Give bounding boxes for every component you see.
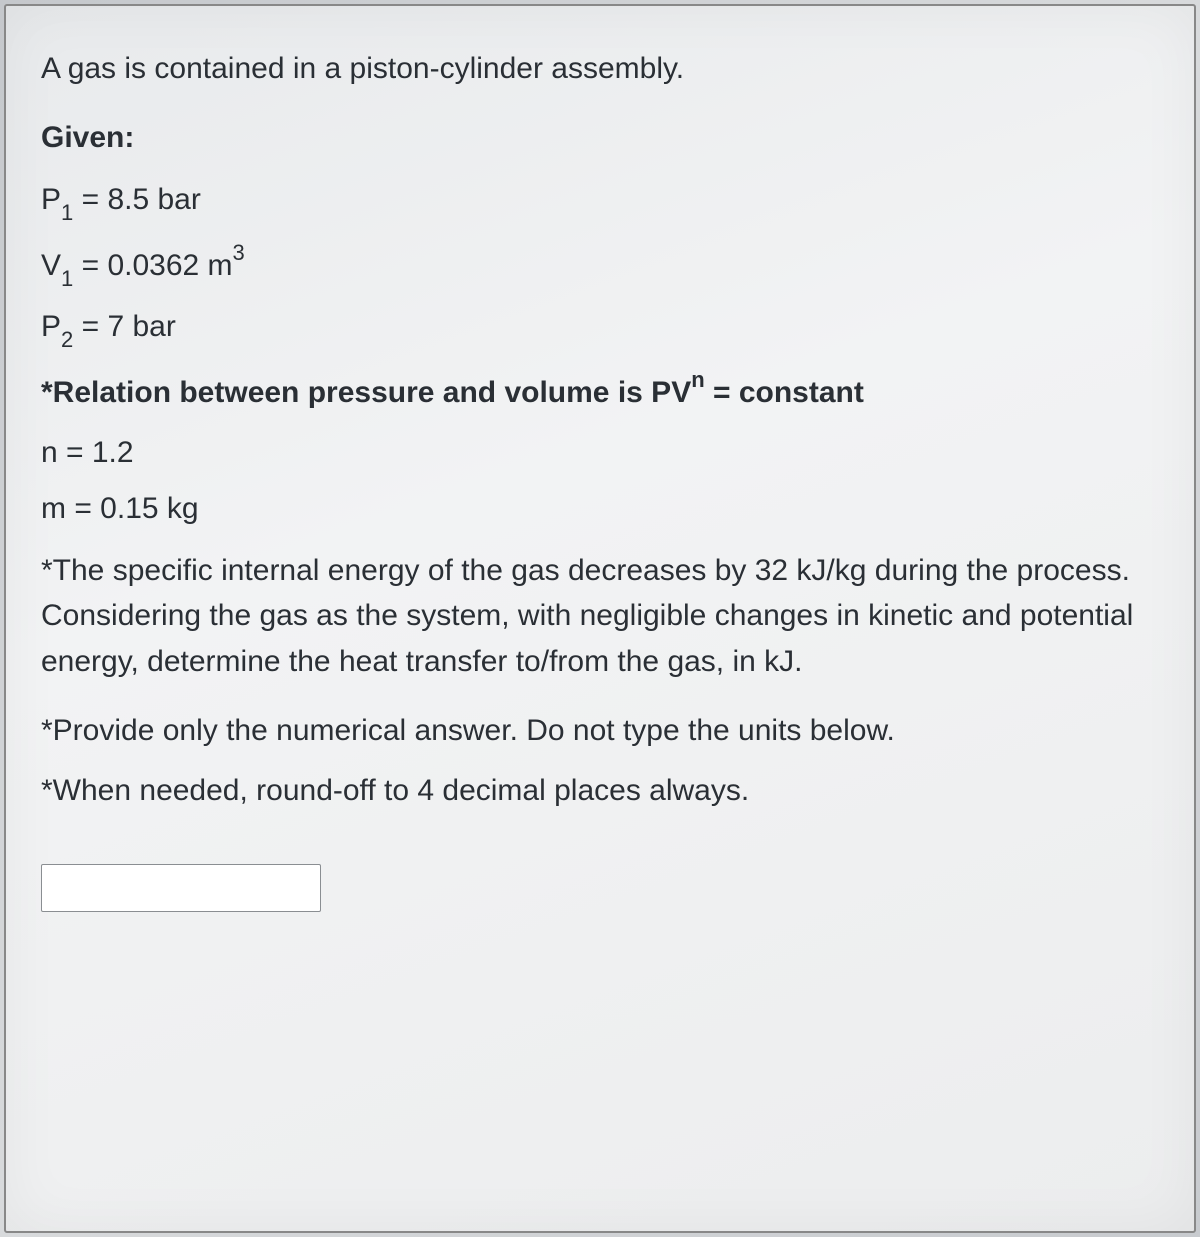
p1-subscript: 1 bbox=[61, 200, 73, 225]
instruction-rounding: *When needed, round-off to 4 decimal pla… bbox=[41, 774, 1159, 808]
given-label: Given: bbox=[41, 121, 1159, 155]
relation-statement: *Relation between pressure and volume is… bbox=[41, 371, 1159, 410]
v1-subscript: 1 bbox=[61, 266, 73, 291]
p2-subscript: 2 bbox=[61, 327, 73, 352]
answer-input[interactable] bbox=[41, 864, 321, 912]
relation-suffix: = constant bbox=[705, 376, 864, 409]
relation-prefix: *Relation between pressure and volume is… bbox=[41, 376, 691, 409]
v1-symbol: V bbox=[41, 249, 61, 282]
p1-value: = 8.5 bar bbox=[73, 183, 201, 216]
param-v1: V1 = 0.0362 m3 bbox=[41, 244, 1159, 288]
instruction-units: *Provide only the numerical answer. Do n… bbox=[41, 714, 1159, 748]
problem-description: *The specific internal energy of the gas… bbox=[41, 548, 1159, 685]
p2-symbol: P bbox=[41, 310, 61, 343]
v1-superscript: 3 bbox=[233, 240, 245, 265]
p2-value: = 7 bar bbox=[73, 310, 176, 343]
relation-superscript: n bbox=[691, 367, 704, 392]
question-container: A gas is contained in a piston-cylinder … bbox=[4, 4, 1196, 1233]
param-p2: P2 = 7 bar bbox=[41, 310, 1159, 349]
question-intro: A gas is contained in a piston-cylinder … bbox=[41, 46, 1159, 93]
v1-value: = 0.0362 m bbox=[73, 249, 232, 282]
param-p1: P1 = 8.5 bar bbox=[41, 183, 1159, 222]
p1-symbol: P bbox=[41, 183, 61, 216]
param-n: n = 1.2 bbox=[41, 436, 1159, 470]
param-m: m = 0.15 kg bbox=[41, 492, 1159, 526]
